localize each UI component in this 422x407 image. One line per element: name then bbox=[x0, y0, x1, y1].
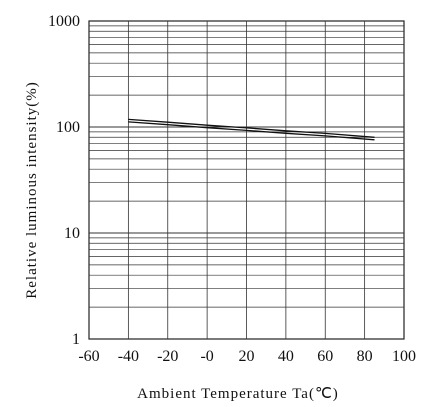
y-axis-label: Relative luminous intensity(%) bbox=[24, 81, 40, 298]
grid bbox=[88, 20, 405, 340]
plot-area bbox=[128, 118, 375, 141]
x-axis-label: Ambient Temperature Ta(℃) bbox=[137, 386, 339, 402]
x-tick-label: -20 bbox=[157, 348, 178, 365]
y-tick-label: 10 bbox=[64, 225, 80, 242]
x-axis-ticks: -60 -40 -20 -0 20 40 60 80 100 bbox=[78, 348, 416, 365]
x-tick-label: 100 bbox=[392, 348, 416, 365]
x-tick-label: 40 bbox=[278, 348, 294, 365]
y-axis-ticks: 1 10 100 1000 bbox=[48, 13, 80, 348]
y-tick-label: 1000 bbox=[48, 13, 80, 30]
y-tick-label: 1 bbox=[72, 331, 80, 348]
y-tick-label: 100 bbox=[56, 119, 80, 136]
series-line-edge bbox=[128, 121, 375, 141]
x-tick-label: -60 bbox=[78, 348, 99, 365]
x-tick-label: 80 bbox=[357, 348, 373, 365]
x-tick-label: -40 bbox=[118, 348, 139, 365]
x-tick-label: 60 bbox=[317, 348, 333, 365]
x-tick-label: -0 bbox=[200, 348, 213, 365]
x-tick-label: 20 bbox=[239, 348, 255, 365]
series-line bbox=[128, 118, 375, 138]
